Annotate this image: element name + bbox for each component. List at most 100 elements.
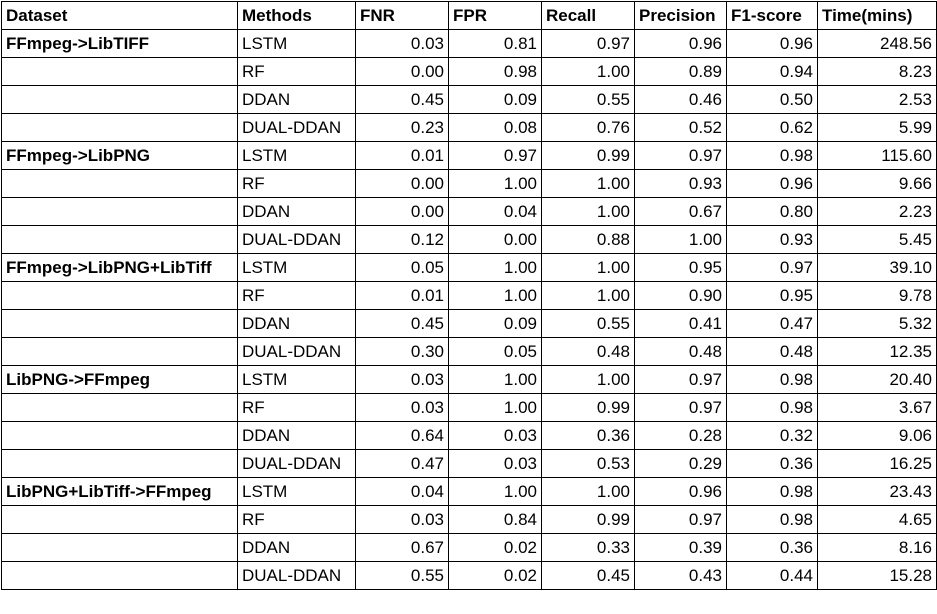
cell-fnr: 0.03: [355, 505, 449, 534]
cell-time: 20.40: [817, 365, 937, 394]
cell-recall: 0.88: [541, 225, 635, 254]
cell-dataset: FFmpeg->LibPNG+LibTiff: [1, 253, 238, 282]
cell-method: RF: [237, 393, 356, 422]
cell-fnr: 0.30: [355, 337, 449, 366]
header-row: Dataset Methods FNR FPR Recall Precision…: [1, 1, 937, 30]
cell-time: 16.25: [817, 449, 937, 478]
cell-dataset: [1, 85, 238, 114]
cell-precision: 0.41: [634, 309, 727, 338]
table-row: FFmpeg->LibPNG LSTM 0.01 0.97 0.99 0.97 0.98 11…: [1, 141, 937, 170]
cell-time: 8.16: [817, 533, 937, 562]
cell-f1-score: 0.48: [726, 337, 818, 366]
cell-precision: 0.28: [634, 421, 727, 450]
cell-dataset: [1, 561, 238, 590]
cell-f1-score: 0.62: [726, 113, 818, 142]
cell-method: DDAN: [237, 421, 356, 450]
cell-time: 5.45: [817, 225, 937, 254]
table-row: DUAL-DDAN 0.23 0.08 0.76 0.52 0.62 5.99: [1, 113, 937, 142]
cell-method: LSTM: [237, 477, 356, 506]
cell-recall: 0.99: [541, 505, 635, 534]
cell-fnr: 0.67: [355, 533, 449, 562]
table-row: DDAN 0.00 0.04 1.00 0.67 0.80 2.23: [1, 197, 937, 226]
cell-time: 23.43: [817, 477, 937, 506]
table-row: RF 0.01 1.00 1.00 0.90 0.95 9.78: [1, 281, 937, 310]
cell-method: LSTM: [237, 29, 356, 58]
cell-recall: 0.45: [541, 561, 635, 590]
cell-recall: 0.99: [541, 141, 635, 170]
cell-recall: 0.55: [541, 309, 635, 338]
table-row: DDAN 0.45 0.09 0.55 0.41 0.47 5.32: [1, 309, 937, 338]
header-dataset: Dataset: [1, 1, 238, 30]
cell-fnr: 0.47: [355, 449, 449, 478]
cell-fnr: 0.64: [355, 421, 449, 450]
table-row: DDAN 0.67 0.02 0.33 0.39 0.36 8.16: [1, 533, 937, 562]
table-row: DDAN 0.45 0.09 0.55 0.46 0.50 2.53: [1, 85, 937, 114]
cell-f1-score: 0.98: [726, 477, 818, 506]
cell-precision: 0.90: [634, 281, 727, 310]
header-methods: Methods: [237, 1, 356, 30]
cell-fpr: 0.05: [448, 337, 542, 366]
cell-recall: 0.99: [541, 393, 635, 422]
cell-time: 2.53: [817, 85, 937, 114]
cell-fpr: 0.00: [448, 225, 542, 254]
header-f1-score: F1-score: [726, 1, 818, 30]
table-row: FFmpeg->LibPNG+LibTiff LSTM 0.05 1.00 1.00 0.…: [1, 253, 937, 282]
cell-method: DUAL-DDAN: [237, 225, 356, 254]
cell-method: DDAN: [237, 309, 356, 338]
cell-method: DUAL-DDAN: [237, 337, 356, 366]
cell-f1-score: 0.97: [726, 253, 818, 282]
cell-time: 12.35: [817, 337, 937, 366]
cell-recall: 1.00: [541, 477, 635, 506]
cell-recall: 1.00: [541, 169, 635, 198]
header-time: Time(mins): [817, 1, 937, 30]
cell-dataset: [1, 281, 238, 310]
cell-dataset: [1, 449, 238, 478]
cell-f1-score: 0.36: [726, 533, 818, 562]
cell-method: RF: [237, 505, 356, 534]
cell-time: 5.32: [817, 309, 937, 338]
table-row: RF 0.00 1.00 1.00 0.93 0.96 9.66: [1, 169, 937, 198]
cell-fnr: 0.04: [355, 477, 449, 506]
cell-dataset: [1, 421, 238, 450]
cell-recall: 1.00: [541, 57, 635, 86]
cell-f1-score: 0.98: [726, 393, 818, 422]
cell-dataset: [1, 57, 238, 86]
header-recall: Recall: [541, 1, 635, 30]
cell-fpr: 1.00: [448, 169, 542, 198]
cell-precision: 0.95: [634, 253, 727, 282]
cell-fnr: 0.01: [355, 141, 449, 170]
cell-fnr: 0.01: [355, 281, 449, 310]
cell-precision: 0.67: [634, 197, 727, 226]
cell-time: 8.23: [817, 57, 937, 86]
cell-dataset: [1, 309, 238, 338]
cell-fpr: 1.00: [448, 281, 542, 310]
cell-fnr: 0.55: [355, 561, 449, 590]
cell-fpr: 0.04: [448, 197, 542, 226]
header-fnr: FNR: [355, 1, 449, 30]
cell-fpr: 1.00: [448, 365, 542, 394]
cell-fnr: 0.05: [355, 253, 449, 282]
cell-recall: 0.97: [541, 29, 635, 58]
cell-f1-score: 0.93: [726, 225, 818, 254]
cell-dataset: [1, 113, 238, 142]
cell-fpr: 0.08: [448, 113, 542, 142]
cell-f1-score: 0.50: [726, 85, 818, 114]
cell-precision: 0.93: [634, 169, 727, 198]
cell-fpr: 1.00: [448, 253, 542, 282]
table-row: LibPNG->FFmpeg LSTM 0.03 1.00 1.00 0.97 0.98 20…: [1, 365, 937, 394]
cell-fnr: 0.45: [355, 85, 449, 114]
cell-recall: 0.33: [541, 533, 635, 562]
cell-f1-score: 0.98: [726, 365, 818, 394]
cell-f1-score: 0.98: [726, 141, 818, 170]
cell-time: 2.23: [817, 197, 937, 226]
cell-dataset: [1, 225, 238, 254]
cell-precision: 0.97: [634, 393, 727, 422]
table-row: FFmpeg->LibTIFF LSTM 0.03 0.81 0.97 0.96 0.96 2…: [1, 29, 937, 58]
cell-method: DDAN: [237, 85, 356, 114]
cell-f1-score: 0.95: [726, 281, 818, 310]
cell-fpr: 0.02: [448, 533, 542, 562]
cell-time: 9.06: [817, 421, 937, 450]
cell-precision: 0.29: [634, 449, 727, 478]
cell-precision: 0.97: [634, 505, 727, 534]
cell-f1-score: 0.44: [726, 561, 818, 590]
